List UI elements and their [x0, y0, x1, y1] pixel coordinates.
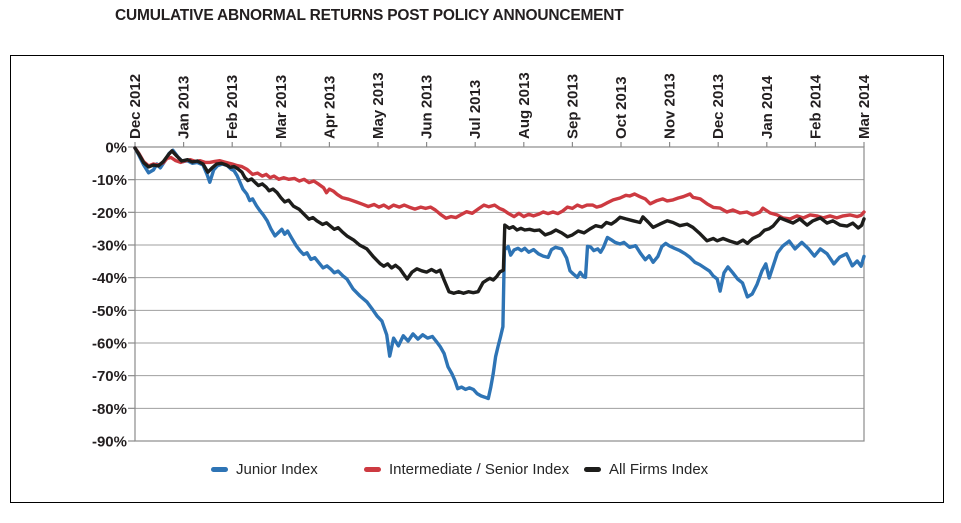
x-tick-label: Jul 2013 [467, 80, 484, 139]
x-tick-label: Jun 2013 [419, 75, 436, 139]
y-tick-label: -20% [92, 205, 127, 222]
x-tick-label: Sep 2013 [564, 74, 581, 139]
y-tick-label: -70% [92, 368, 127, 385]
x-tick-label: Apr 2013 [321, 76, 338, 139]
y-tick-label: -30% [92, 238, 127, 255]
x-tick-label: Mar 2014 [856, 74, 873, 139]
junior-index-swatch-icon [211, 467, 228, 472]
legend-label: Intermediate / Senior Index [389, 461, 570, 478]
y-tick-label: -60% [92, 336, 127, 353]
legend-item-all-firms-index: All Firms Index [584, 461, 708, 478]
x-tick-label: Oct 2013 [613, 76, 630, 139]
chart-border-box [10, 55, 944, 503]
legend-item-intermediate-senior-index: Intermediate / Senior Index [364, 461, 569, 478]
x-tick-label: Mar 2013 [273, 75, 290, 139]
intermediate-senior-index-swatch-icon [364, 467, 381, 472]
x-tick-label: Dec 2012 [127, 74, 144, 139]
chart-title: CUMULATIVE ABNORMAL RETURNS POST POLICY … [115, 7, 624, 24]
x-tick-label: Dec 2013 [710, 74, 727, 139]
x-tick-label: Aug 2013 [516, 72, 533, 139]
y-tick-label: -10% [92, 172, 127, 189]
legend-label: All Firms Index [609, 461, 709, 478]
series-line-all-firms-index [133, 146, 866, 295]
series-line-junior-index [133, 146, 866, 401]
legend-label: Junior Index [236, 461, 318, 478]
legend-item-junior-index: Junior Index [211, 461, 318, 478]
x-tick-label: May 2013 [370, 72, 387, 139]
x-tick-label: Jan 2014 [759, 75, 776, 139]
plot-frame [134, 146, 865, 442]
x-tick-label: Jan 2013 [176, 76, 193, 139]
y-tick-label: 0% [105, 140, 127, 157]
all-firms-index-swatch-icon [584, 467, 601, 472]
y-tick-label: -90% [92, 434, 127, 451]
y-tick-label: -50% [92, 303, 127, 320]
x-tick-label: Nov 2013 [662, 73, 679, 139]
y-tick-label: -40% [92, 270, 127, 287]
y-tick-label: -80% [92, 401, 127, 418]
x-tick-label: Feb 2013 [224, 75, 241, 139]
x-tick-label: Feb 2014 [807, 74, 824, 139]
series-line-intermediate-senior-index [133, 146, 866, 221]
